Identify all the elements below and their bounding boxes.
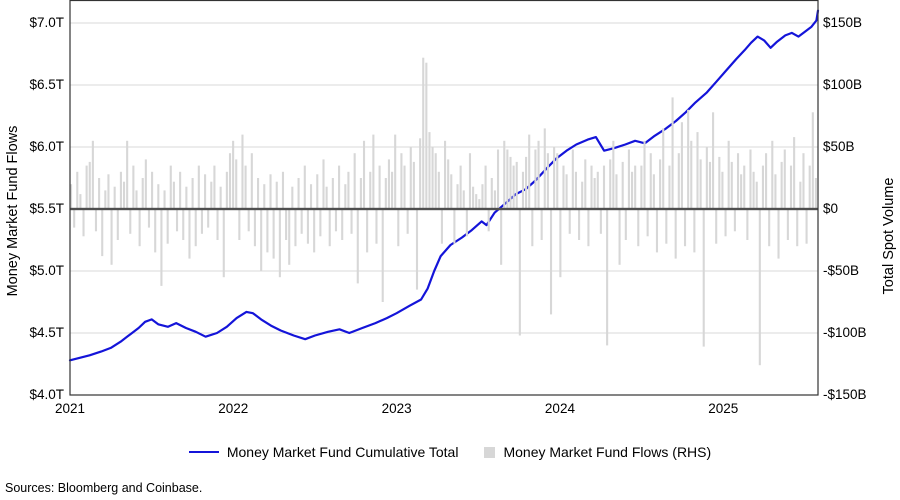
y-left-tick-label: $6.5T	[29, 77, 64, 92]
y-right-tick-label: $50B	[823, 139, 855, 154]
legend-item-flows: Money Market Fund Flows (RHS)	[484, 444, 711, 460]
chart-area: $7.0T $6.5T $6.0T $5.5T $5.0T $4.5T $4.0T $150…	[5, 0, 897, 416]
y-right-tick-label: $0	[823, 201, 839, 216]
bar-swatch-icon	[484, 446, 496, 458]
y-right-tick-label: -$100B	[823, 325, 867, 340]
legend-label-flows: Money Market Fund Flows (RHS)	[503, 444, 712, 460]
y-right-tick-label: -$150B	[823, 387, 867, 402]
y-right-tick-label: $100B	[823, 77, 863, 92]
x-tick-label: 2023	[381, 401, 412, 416]
y-left-tick-label: $6.0T	[29, 139, 64, 154]
y-axis-right-title: Total Spot Volume	[881, 177, 897, 295]
y-left-tick-label: $4.0T	[29, 387, 64, 402]
y-left-tick-label: $7.0T	[29, 15, 64, 30]
x-tick-label: 2021	[54, 401, 86, 416]
legend-item-cumulative-total: Money Market Fund Cumulative Total	[188, 444, 459, 460]
chart-canvas	[68, 0, 820, 396]
legend-label-cumulative-total: Money Market Fund Cumulative Total	[226, 444, 459, 460]
y-axis-left-title: Money Market Fund Flows	[5, 125, 21, 297]
legend: Money Market Fund Cumulative Total Money…	[0, 444, 900, 460]
x-tick-label: 2025	[708, 401, 739, 416]
source-note: Sources: Bloomberg and Coinbase.	[5, 481, 203, 495]
y-right-tick-label: $150B	[823, 15, 863, 30]
y-left-tick-label: $5.0T	[29, 263, 64, 278]
y-left-tick-label: $5.5T	[29, 201, 64, 216]
y-left-tick-label: $4.5T	[29, 325, 64, 340]
line-swatch-icon	[188, 451, 219, 453]
x-tick-label: 2022	[218, 401, 249, 416]
y-right-tick-label: -$50B	[823, 263, 860, 278]
x-tick-label: 2024	[544, 401, 575, 416]
